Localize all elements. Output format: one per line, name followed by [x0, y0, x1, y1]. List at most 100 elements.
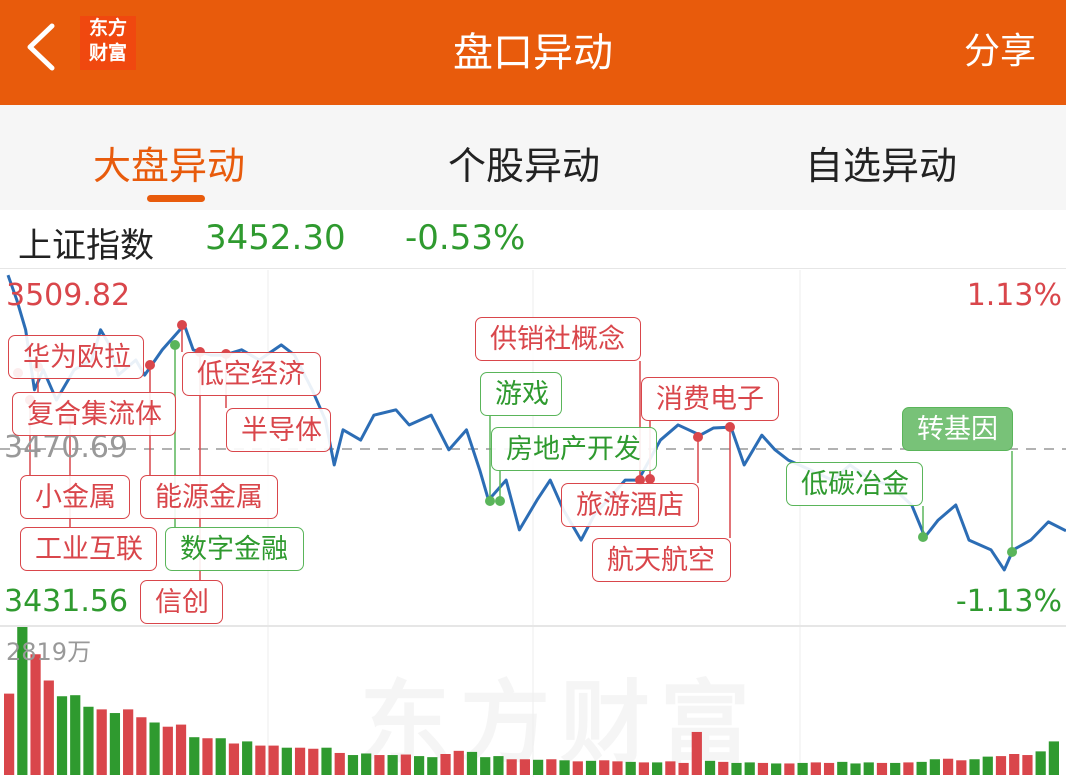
volume-bar — [850, 763, 861, 775]
volume-bar — [109, 713, 121, 775]
volume-bar — [162, 726, 173, 775]
volume-bar — [546, 759, 557, 775]
volume-bar — [942, 758, 954, 775]
volume-bar — [678, 762, 689, 775]
volume-bar — [1035, 751, 1046, 775]
volume-max-label: 2819万 — [6, 638, 92, 666]
volume-bar — [744, 762, 755, 775]
tab-bar: 大盘异动 个股异动 自选异动 — [0, 105, 1066, 210]
event-label[interactable]: 工业互联 — [20, 527, 157, 571]
volume-bar — [215, 738, 226, 775]
event-dot — [693, 432, 703, 442]
volume-bar — [599, 760, 610, 775]
volume-bar — [387, 755, 398, 775]
volume-bar — [268, 745, 279, 775]
volume-bar — [70, 695, 81, 775]
index-price: 3452.30 — [205, 218, 346, 258]
tab-stocks[interactable]: 个股异动 — [448, 144, 601, 188]
volume-bar — [123, 709, 134, 775]
volume-bar — [255, 745, 266, 775]
page-title: 盘口异动 — [453, 30, 613, 76]
event-label[interactable]: 旅游酒店 — [561, 483, 699, 527]
tab-market[interactable]: 大盘异动 — [93, 144, 246, 188]
volume-bar — [757, 762, 769, 775]
event-label[interactable]: 数字金融 — [165, 527, 304, 571]
low-pct-label: -1.13% — [955, 584, 1062, 619]
volume-bar — [321, 747, 332, 775]
volume-bar — [969, 759, 980, 775]
volume-bar — [519, 759, 530, 775]
tab-watchlist[interactable]: 自选异动 — [805, 144, 958, 188]
event-label[interactable]: 航天航空 — [592, 538, 731, 582]
event-label[interactable]: 华为欧拉 — [8, 335, 144, 379]
event-label[interactable]: 小金属 — [20, 475, 130, 519]
event-dot — [725, 422, 735, 432]
volume-bar — [916, 761, 927, 775]
volume-bar — [956, 760, 967, 775]
volume-bar — [83, 706, 94, 775]
volume-bar — [202, 738, 213, 775]
high-price-label: 3509.82 — [6, 278, 131, 313]
event-label[interactable]: 低空经济 — [182, 352, 321, 396]
volume-bar — [995, 756, 1007, 775]
volume-bar — [718, 761, 729, 775]
volume-bar — [585, 760, 597, 775]
chevron-left-icon[interactable] — [22, 22, 62, 72]
high-pct-label: 1.13% — [966, 278, 1062, 313]
volume-bar — [334, 752, 345, 775]
volume-bar — [612, 761, 623, 775]
event-dot — [145, 360, 155, 370]
volume-bar — [929, 759, 940, 775]
volume-bar — [96, 709, 107, 775]
volume-bar — [1048, 741, 1059, 775]
volume-bar — [361, 753, 372, 775]
low-price-label: 3431.56 — [4, 584, 129, 619]
volume-bar — [480, 757, 491, 775]
share-button[interactable]: 分享 — [963, 31, 1036, 72]
event-label[interactable]: 供销社概念 — [475, 317, 641, 361]
event-dot — [177, 320, 187, 330]
volume-bar — [453, 750, 464, 775]
event-dot — [1007, 547, 1017, 557]
event-label[interactable]: 半导体 — [226, 408, 331, 452]
volume-bar — [294, 747, 306, 775]
event-label[interactable]: 信创 — [140, 580, 223, 624]
event-label[interactable]: 房地产开发 — [491, 427, 657, 471]
volume-bar — [691, 731, 702, 775]
volume-bar — [43, 680, 54, 775]
volume-bar — [771, 763, 782, 775]
volume-bar — [982, 756, 993, 775]
volume-bar — [175, 724, 187, 775]
event-label[interactable]: 能源金属 — [140, 475, 278, 519]
event-label[interactable]: 消费电子 — [641, 377, 779, 421]
volume-bar — [863, 762, 874, 775]
volume-bar — [30, 654, 41, 775]
volume-bar — [189, 737, 200, 775]
volume-bar — [903, 762, 914, 775]
volume-bar — [797, 762, 808, 775]
event-dot — [635, 475, 645, 485]
volume-bar — [810, 762, 821, 775]
event-label[interactable]: 复合集流体 — [12, 392, 176, 436]
app-header: 东方 财富 盘口异动 分享 — [0, 0, 1066, 105]
event-label[interactable]: 低碳冶金 — [786, 462, 923, 506]
event-label[interactable]: 转基因 — [902, 407, 1013, 451]
volume-bar — [374, 755, 385, 775]
volume-bar — [308, 748, 319, 775]
volume-bar — [652, 762, 663, 775]
volume-bar — [1022, 755, 1033, 775]
event-dot — [645, 474, 655, 484]
volume-bar — [731, 762, 742, 775]
volume-bar — [704, 760, 716, 775]
event-dot — [170, 340, 180, 350]
volume-bar — [400, 754, 411, 775]
volume-bar — [136, 717, 147, 775]
volume-bar — [533, 759, 544, 775]
volume-bar — [413, 756, 425, 775]
volume-bar — [784, 763, 795, 775]
event-label[interactable]: 游戏 — [480, 372, 562, 416]
volume-bar — [1009, 753, 1020, 775]
index-change: -0.53% — [405, 218, 526, 258]
